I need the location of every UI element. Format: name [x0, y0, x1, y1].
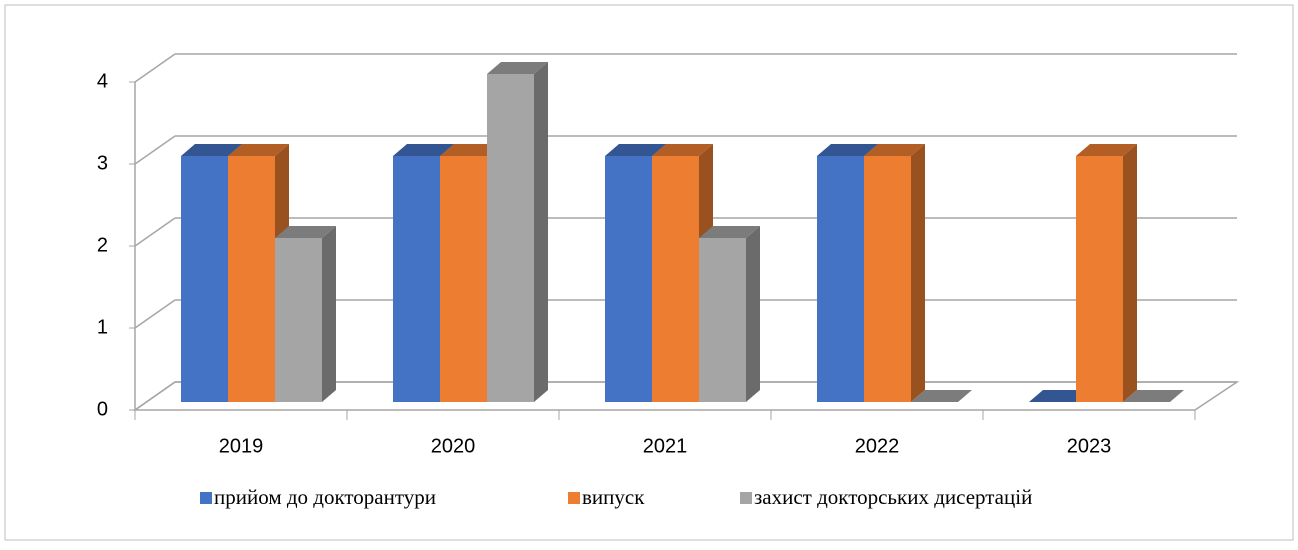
bar-top [228, 144, 289, 156]
x-tick-label: 2019 [219, 435, 264, 457]
bar-top [817, 144, 878, 156]
bar-side [322, 226, 336, 402]
bar-top [1076, 144, 1137, 156]
y-tick-label: 4 [97, 70, 108, 92]
bar-top [605, 144, 666, 156]
legend-label: прийом до докторантури [214, 485, 436, 509]
x-tick-label: 2020 [431, 435, 476, 457]
bar-top [275, 226, 336, 238]
grid-line [134, 217, 176, 247]
bar [181, 156, 228, 402]
bar-side [1123, 144, 1137, 402]
bar [487, 74, 534, 402]
bar [393, 156, 440, 402]
x-tick-label: 2022 [855, 435, 900, 457]
legend-swatch [740, 492, 752, 504]
bar-top [1123, 390, 1184, 402]
bar [652, 156, 699, 402]
bar-side [534, 62, 548, 402]
grid-line [134, 299, 176, 329]
y-tick-label: 3 [97, 152, 108, 174]
bar [699, 238, 746, 402]
y-tick-label: 0 [97, 398, 108, 420]
bar [864, 156, 911, 402]
legend-swatch [568, 492, 580, 504]
x-tick-label: 2023 [1067, 435, 1112, 457]
grid-line [134, 53, 176, 83]
y-tick-label: 1 [97, 316, 108, 338]
grid-line [134, 381, 176, 411]
bar-top [652, 144, 713, 156]
bar-top [393, 144, 454, 156]
bar [275, 238, 322, 402]
grid-line [134, 135, 176, 165]
bar [605, 156, 652, 402]
bar-top [440, 144, 501, 156]
bar-top [864, 144, 925, 156]
bar-top [699, 226, 760, 238]
y-tick-label: 2 [97, 234, 108, 256]
legend-label: випуск [582, 485, 645, 509]
bar-top [911, 390, 972, 402]
x-tick-label: 2021 [643, 435, 688, 457]
bar-side [911, 144, 925, 402]
bar-top [181, 144, 242, 156]
bar-top [1029, 390, 1090, 402]
bar [817, 156, 864, 402]
legend-label: захист докторських дисертацій [754, 485, 1032, 509]
bar [440, 156, 487, 402]
legend-swatch [200, 492, 212, 504]
bar [1076, 156, 1123, 402]
bar-side [746, 226, 760, 402]
bar [228, 156, 275, 402]
bar-top [487, 62, 548, 74]
